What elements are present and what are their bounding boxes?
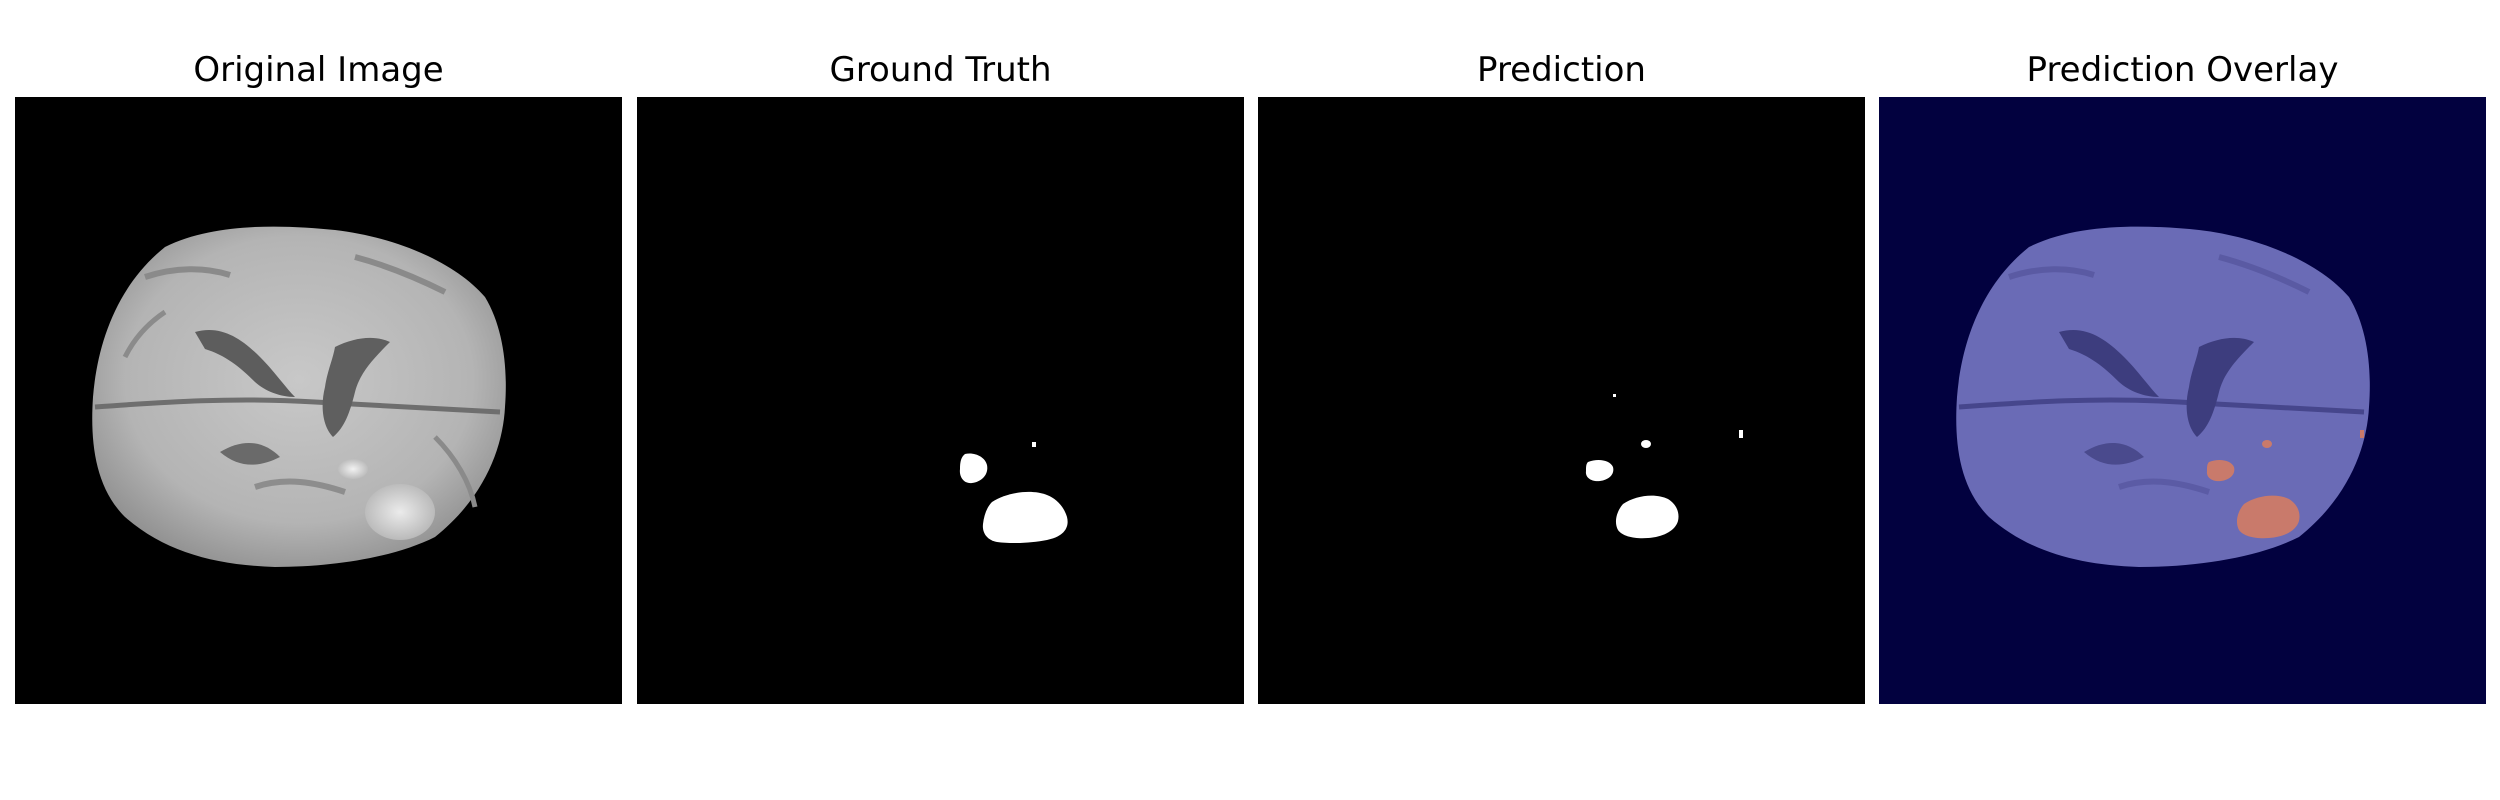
prediction-overlay-panel [1879, 97, 2486, 704]
gt-region-small [959, 453, 988, 484]
prediction-title: Prediction [1477, 50, 1646, 90]
pred-speck-2 [1739, 430, 1743, 438]
original-image-panel [15, 97, 622, 704]
prediction-panel [1258, 97, 1865, 704]
original-image-title: Original Image [193, 50, 444, 90]
pred-region-small [1585, 459, 1614, 482]
brain-outline [92, 226, 506, 568]
pred-speck-3 [1613, 394, 1616, 397]
gt-region-large [982, 491, 1068, 544]
prediction-overlay-title: Prediction Overlay [2026, 50, 2339, 90]
prediction-overlay-image [1879, 97, 2486, 704]
ground-truth-panel [637, 97, 1244, 704]
ground-truth-title: Ground Truth [829, 50, 1052, 90]
pred-speck-1 [1641, 440, 1651, 448]
ground-truth-mask [637, 97, 1244, 704]
pred-region-large [1615, 495, 1679, 539]
overlay-brain-outline [1956, 226, 2370, 568]
lesion-bright-large [365, 484, 435, 540]
ventricle-left [195, 329, 295, 397]
overlay-pred-small [2206, 459, 2235, 482]
brain-mri-image [15, 97, 622, 704]
prediction-mask [1258, 97, 1865, 704]
lesion-bright-small [338, 459, 368, 479]
overlay-pred-large [2236, 495, 2300, 539]
ventricle-right [322, 337, 390, 437]
